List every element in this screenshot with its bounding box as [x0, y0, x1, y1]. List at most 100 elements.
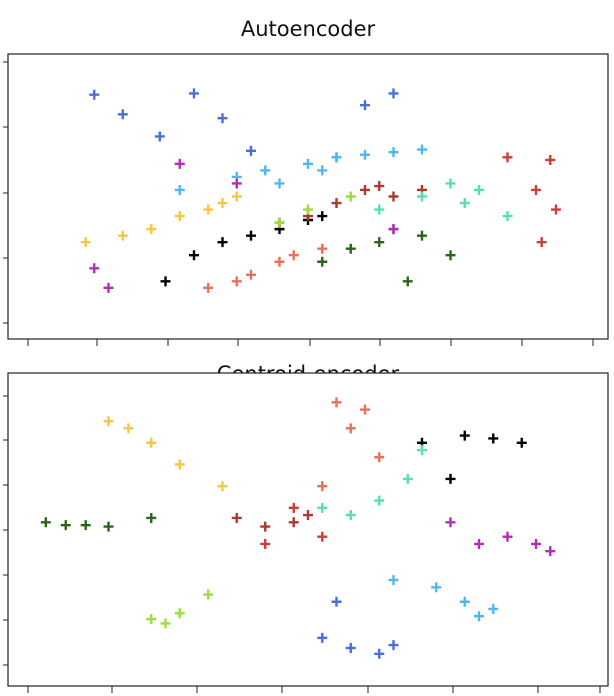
- data-point: [502, 211, 513, 222]
- data-point: [374, 181, 385, 192]
- data-point: [174, 158, 185, 169]
- data-point: [303, 510, 313, 521]
- data-point: [160, 618, 171, 629]
- data-point: [123, 423, 134, 434]
- data-point: [217, 481, 228, 492]
- data-point: [317, 632, 328, 643]
- data-point: [154, 131, 165, 142]
- data-point: [459, 198, 470, 209]
- data-point: [374, 495, 385, 506]
- data-point: [374, 237, 385, 248]
- data-point: [317, 502, 328, 513]
- data-point: [502, 152, 513, 163]
- data-point: [502, 531, 513, 542]
- data-point: [445, 517, 456, 528]
- data-point: [274, 178, 285, 189]
- data-point: [274, 256, 285, 267]
- data-point: [160, 276, 171, 287]
- data-point: [388, 224, 399, 235]
- data-point: [345, 191, 356, 202]
- data-point: [246, 145, 256, 156]
- data-point: [231, 276, 242, 287]
- data-point: [80, 237, 91, 248]
- data-point: [317, 211, 328, 222]
- data-point: [402, 276, 413, 287]
- data-point: [260, 521, 271, 532]
- data-point: [103, 282, 114, 293]
- data-point: [246, 230, 256, 241]
- data-point: [488, 603, 499, 614]
- data-point: [60, 520, 71, 531]
- data-point: [360, 100, 370, 111]
- data-point: [288, 517, 299, 528]
- data-point: [303, 158, 313, 169]
- chart-panel-1: Autoencoder: [3, 17, 609, 346]
- data-point: [317, 481, 328, 492]
- data-point: [345, 510, 356, 521]
- data-point: [388, 575, 399, 586]
- data-point: [345, 642, 356, 653]
- data-point: [146, 224, 157, 235]
- data-point: [174, 211, 185, 222]
- points-layer: [40, 397, 556, 659]
- data-point: [146, 614, 157, 625]
- data-point: [374, 452, 385, 463]
- data-point: [445, 250, 456, 261]
- data-point: [89, 89, 100, 100]
- data-point: [402, 473, 413, 484]
- data-point: [317, 531, 328, 542]
- data-point: [417, 445, 427, 456]
- data-point: [459, 596, 470, 607]
- data-point: [545, 154, 556, 165]
- data-point: [231, 191, 242, 202]
- data-point: [274, 217, 285, 228]
- data-point: [388, 191, 399, 202]
- data-point: [536, 237, 547, 248]
- chart-panel-2: Centroid-encoder: [3, 362, 609, 693]
- data-point: [146, 437, 157, 448]
- data-point: [317, 256, 328, 267]
- data-point: [417, 230, 427, 241]
- data-point: [103, 416, 114, 427]
- data-point: [146, 512, 157, 523]
- data-point: [174, 459, 185, 470]
- data-point: [231, 512, 242, 523]
- data-point: [331, 397, 342, 408]
- data-point: [103, 521, 114, 532]
- data-point: [388, 147, 399, 158]
- data-point: [203, 589, 214, 600]
- data-point: [531, 538, 541, 549]
- data-point: [117, 230, 128, 241]
- data-point: [459, 430, 470, 441]
- data-point: [174, 184, 185, 195]
- plot-frame: [7, 372, 609, 687]
- data-point: [445, 178, 456, 189]
- data-point: [317, 165, 328, 176]
- data-point: [360, 184, 370, 195]
- data-point: [189, 250, 199, 261]
- plot-frame: [7, 53, 609, 340]
- data-point: [217, 198, 228, 209]
- data-point: [303, 204, 313, 215]
- data-point: [117, 109, 128, 120]
- data-point: [217, 237, 228, 248]
- data-point: [331, 596, 342, 607]
- data-point: [488, 433, 499, 444]
- data-point: [345, 423, 356, 434]
- data-point: [260, 165, 271, 176]
- data-point: [217, 113, 228, 124]
- data-point: [174, 608, 185, 619]
- data-point: [80, 520, 91, 531]
- data-point: [360, 149, 370, 160]
- data-point: [360, 404, 370, 415]
- data-point: [417, 191, 427, 202]
- data-point: [288, 250, 299, 261]
- data-point: [40, 517, 51, 528]
- data-point: [474, 611, 484, 622]
- chart-title: Autoencoder: [241, 17, 376, 41]
- data-point: [260, 538, 271, 549]
- data-point: [550, 204, 561, 215]
- data-point: [231, 178, 242, 189]
- data-point: [417, 144, 427, 155]
